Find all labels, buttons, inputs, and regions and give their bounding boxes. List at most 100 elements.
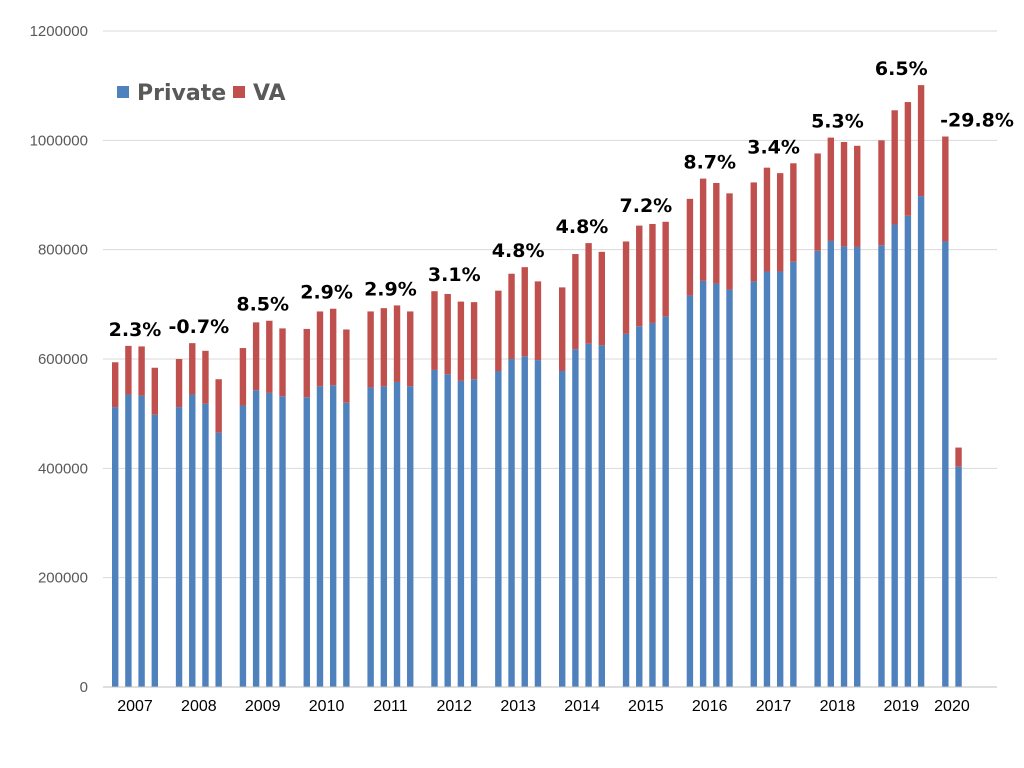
bar-private-2012-q2	[444, 374, 451, 687]
bar-va-2017-q4	[790, 163, 797, 262]
bar-private-2016-q1	[686, 295, 694, 687]
bar-va-2016-q4	[726, 193, 733, 290]
change-label-2007: 2.3%	[109, 319, 162, 341]
bar-va-2020-q1	[942, 136, 949, 242]
bar-va-2013-q2	[508, 273, 515, 359]
bar-va-2007-q4	[151, 367, 158, 415]
bar-private-2014-q3	[585, 343, 592, 687]
bar-private-2018-q1	[814, 250, 821, 687]
bar-va-2011-q2	[380, 308, 388, 387]
bar-private-2011-q1	[367, 387, 374, 687]
bar-private-2015-q4	[662, 316, 669, 687]
x-tick-label-2013: 2013	[500, 698, 536, 715]
legend-label-va: VA	[253, 81, 286, 106]
bar-va-2018-q4	[854, 145, 861, 247]
y-tick-label: 0	[80, 679, 88, 696]
bar-va-2014-q4	[598, 251, 605, 346]
bar-private-2009-q3	[266, 392, 273, 687]
bar-private-2019-q2	[891, 224, 898, 687]
bar-va-2009-q4	[279, 328, 286, 397]
change-label-2013: 4.8%	[492, 240, 545, 262]
bar-private-2019-q4	[917, 196, 925, 688]
x-tick-label-2019: 2019	[883, 698, 919, 715]
bar-private-2015-q2	[636, 326, 643, 687]
y-tick-label: 1000000	[30, 132, 88, 149]
change-label-2019: 6.5%	[875, 58, 928, 80]
bar-va-2008-q4	[215, 379, 222, 433]
x-tick-label-2020: 2020	[934, 698, 970, 715]
bar-va-2019-q2	[891, 110, 898, 225]
bar-private-2010-q2	[316, 386, 324, 687]
x-tick-label-2016: 2016	[692, 698, 728, 715]
x-tick-label-2010: 2010	[309, 698, 345, 715]
bar-private-2010-q3	[329, 385, 337, 687]
y-tick-label: 400000	[38, 460, 88, 477]
bar-private-2011-q2	[380, 386, 388, 687]
bar-private-2017-q3	[776, 271, 784, 687]
y-tick-label: 600000	[38, 351, 88, 368]
bars	[112, 85, 962, 688]
legend: Private VA	[117, 81, 286, 106]
bar-private-2016-q4	[726, 289, 733, 687]
bar-private-2012-q3	[457, 380, 465, 687]
bar-va-2019-q1	[878, 140, 885, 246]
bar-private-2011-q4	[407, 386, 414, 687]
x-tick-label-2012: 2012	[436, 698, 472, 715]
bar-private-2018-q4	[854, 246, 861, 687]
bar-private-2008-q1	[175, 407, 183, 687]
bar-va-2007-q1	[112, 362, 119, 408]
bar-va-2009-q1	[239, 348, 247, 406]
bar-va-2012-q3	[457, 301, 465, 381]
bar-va-2015-q4	[662, 221, 669, 317]
bar-private-2009-q2	[252, 390, 260, 687]
bar-private-2012-q4	[470, 379, 478, 687]
bar-va-2011-q3	[393, 305, 401, 382]
bar-va-2016-q2	[699, 178, 707, 281]
x-tick-label-2009: 2009	[245, 698, 281, 715]
bar-va-2008-q3	[202, 350, 209, 404]
bar-va-2012-q1	[431, 291, 438, 370]
bar-private-2015-q1	[622, 333, 630, 687]
bar-private-2016-q2	[699, 280, 707, 687]
y-tick-label: 200000	[38, 570, 88, 587]
bar-va-2014-q1	[559, 287, 566, 372]
x-tick-label-2017: 2017	[756, 698, 792, 715]
bar-private-2013-q1	[495, 371, 502, 687]
bar-private-2008-q4	[215, 432, 222, 687]
x-axis: 2007 2008 2009 2010 2011 2012 2013 2014 2015 2016…	[103, 686, 997, 715]
bar-private-2013-q4	[534, 360, 542, 687]
bar-va-2011-q1	[367, 311, 374, 388]
bar-private-2013-q2	[508, 359, 515, 687]
change-label-2018: 5.3%	[811, 111, 864, 133]
change-label-2012: 3.1%	[428, 264, 481, 286]
bar-va-2010-q4	[343, 329, 350, 403]
bar-va-2018-q2	[827, 137, 835, 241]
x-tick-label-2008: 2008	[181, 698, 217, 715]
bar-va-2012-q2	[444, 293, 451, 375]
bar-private-2014-q4	[598, 345, 605, 687]
bar-private-2019-q3	[904, 215, 912, 688]
bar-va-2011-q4	[407, 311, 414, 387]
bar-private-2018-q2	[827, 240, 835, 688]
bar-private-2008-q2	[189, 394, 196, 687]
bar-private-2007-q1	[112, 407, 119, 687]
bar-private-2017-q2	[763, 271, 771, 687]
bar-va-2009-q3	[266, 320, 273, 393]
y-axis: 0 200000 400000 600000 800000 1000000 1200000	[30, 23, 88, 696]
bar-va-2012-q4	[470, 302, 478, 380]
change-label-2015: 7.2%	[620, 195, 673, 217]
bar-private-2007-q4	[151, 414, 158, 687]
bar-va-2015-q2	[636, 225, 643, 327]
bar-private-2007-q2	[125, 394, 132, 687]
x-tick-label-2018: 2018	[820, 698, 856, 715]
bar-private-2019-q1	[878, 245, 885, 687]
bar-private-2014-q2	[572, 349, 579, 687]
bar-private-2008-q3	[202, 403, 209, 687]
change-label-2011: 2.9%	[364, 278, 417, 300]
bar-private-2009-q1	[239, 405, 247, 687]
bar-private-2012-q1	[431, 369, 438, 687]
bar-va-2010-q2	[316, 311, 324, 387]
bar-va-2007-q3	[138, 346, 145, 396]
change-label-2009: 8.5%	[236, 294, 289, 316]
